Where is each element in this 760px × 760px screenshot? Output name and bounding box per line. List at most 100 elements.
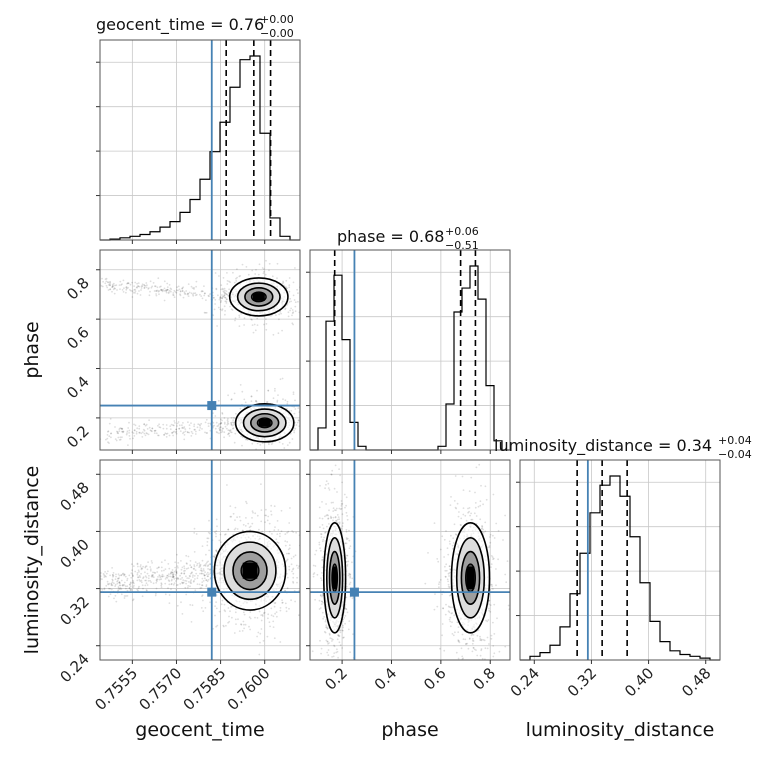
sample-point xyxy=(335,507,338,510)
sample-point xyxy=(250,395,253,398)
sample-point xyxy=(448,572,451,574)
sample-point xyxy=(154,594,157,597)
sample-point xyxy=(113,292,116,295)
sample-point xyxy=(271,533,273,535)
sample-point xyxy=(438,583,440,586)
sample-point xyxy=(227,429,230,431)
sample-point xyxy=(292,580,294,583)
sample-point xyxy=(261,267,264,269)
sample-point xyxy=(114,284,116,287)
sample-point xyxy=(148,419,151,422)
sample-point xyxy=(270,510,272,513)
sample-point xyxy=(240,623,242,626)
sample-point xyxy=(324,619,327,621)
sample-point xyxy=(438,586,440,589)
sample-point xyxy=(227,621,230,624)
sample-point xyxy=(204,565,207,567)
sample-point xyxy=(471,639,474,642)
sample-point xyxy=(449,568,451,571)
sample-point xyxy=(174,561,177,564)
sample-point xyxy=(319,594,322,596)
x-tick-label-luminosity_distance-3: 0.48 xyxy=(678,664,714,700)
sample-point xyxy=(447,553,450,556)
sample-point xyxy=(188,424,191,426)
sample-point xyxy=(153,571,156,574)
sample-point xyxy=(228,432,230,435)
sample-point xyxy=(227,420,229,423)
sample-point xyxy=(227,423,230,425)
sample-point xyxy=(104,571,106,573)
sample-point xyxy=(294,399,296,402)
sample-point xyxy=(97,280,99,282)
sample-point xyxy=(320,533,323,536)
sample-point xyxy=(228,288,231,291)
sample-point xyxy=(311,433,313,435)
sample-point xyxy=(228,615,230,618)
sample-point xyxy=(490,583,493,586)
sample-point xyxy=(448,611,451,614)
sample-point xyxy=(151,574,154,577)
sample-point xyxy=(445,569,448,572)
sample-point xyxy=(112,574,114,576)
sample-point xyxy=(169,287,172,290)
sample-point xyxy=(160,285,162,288)
sample-point xyxy=(129,581,132,584)
sample-point xyxy=(233,424,235,426)
hist-geocent_time-frame xyxy=(99,39,301,241)
sample-point xyxy=(213,555,216,558)
sample-point xyxy=(172,576,175,579)
sample-point xyxy=(198,423,201,426)
sample-point xyxy=(198,564,201,566)
sample-point xyxy=(447,572,450,575)
sample-point xyxy=(474,491,476,494)
sample-point xyxy=(221,287,224,290)
sample-point xyxy=(312,573,315,576)
sample-point xyxy=(184,428,187,430)
sample-point xyxy=(255,452,257,454)
sample-point xyxy=(488,599,491,602)
sample-point xyxy=(292,281,295,284)
sample-point xyxy=(221,429,223,432)
sample-point xyxy=(282,398,284,401)
sample-point xyxy=(324,620,327,623)
sample-point xyxy=(205,585,208,588)
sample-point xyxy=(473,648,476,651)
sample-point xyxy=(480,639,483,642)
sample-point xyxy=(289,507,291,509)
sample-point xyxy=(328,523,330,525)
sample-point xyxy=(112,572,115,574)
sample-point xyxy=(224,300,227,303)
sample-point xyxy=(201,581,204,583)
sample-point xyxy=(179,293,181,296)
sample-point xyxy=(271,275,274,278)
sample-point xyxy=(325,639,328,642)
sample-point xyxy=(221,427,224,430)
sample-point xyxy=(136,573,139,576)
sample-point xyxy=(489,604,492,606)
sample-point xyxy=(180,572,183,575)
sample-point xyxy=(216,425,219,428)
sample-point xyxy=(164,432,167,435)
sample-point xyxy=(165,576,168,579)
sample-point xyxy=(472,638,474,640)
sample-point xyxy=(225,293,228,296)
sample-point xyxy=(203,574,206,577)
sample-point xyxy=(215,518,218,521)
sample-point xyxy=(176,578,178,581)
sample-point xyxy=(317,566,319,568)
sample-point xyxy=(351,561,353,564)
sample-point xyxy=(251,318,253,321)
sample-point xyxy=(328,692,330,694)
sample-point xyxy=(114,594,117,597)
sample-point xyxy=(133,285,136,287)
sample-point xyxy=(466,642,469,645)
sample-point xyxy=(234,618,237,621)
sample-point xyxy=(226,283,229,285)
sample-point xyxy=(255,399,257,402)
sample-point xyxy=(205,579,208,581)
sample-point xyxy=(177,566,179,569)
sample-point xyxy=(288,301,291,303)
sample-point xyxy=(163,280,166,283)
sample-point xyxy=(326,525,328,528)
sample-point xyxy=(171,571,174,574)
